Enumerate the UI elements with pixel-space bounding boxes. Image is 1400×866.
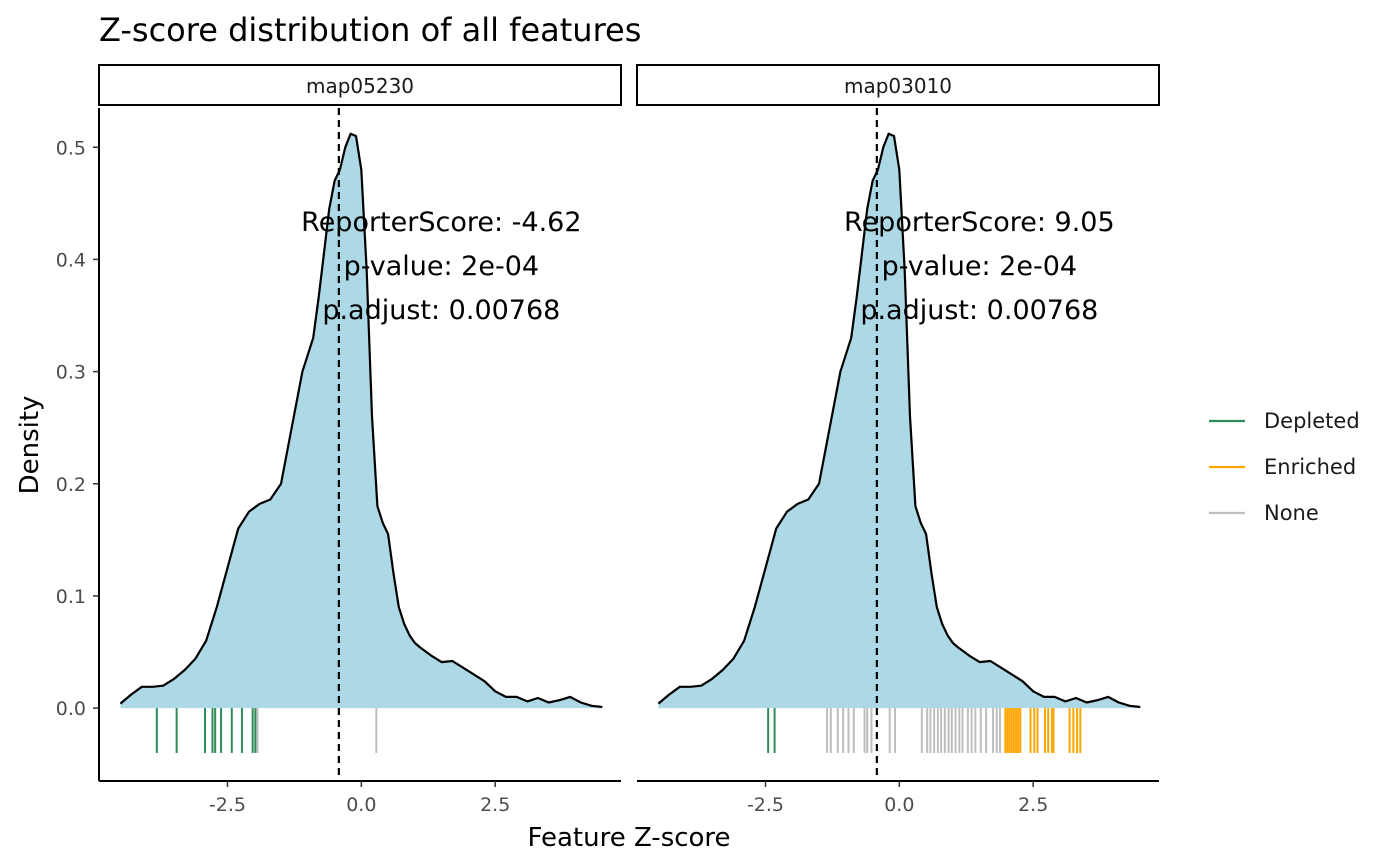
annotation-line: p.adjust: 0.00768 — [860, 295, 1098, 326]
y-axis: 0.0 0.1 0.2 0.3 0.4 0.5 — [56, 108, 100, 781]
y-tick-label: 0.1 — [56, 586, 86, 608]
legend-label-none: None — [1264, 501, 1319, 525]
x-tick-label: 2.5 — [480, 794, 510, 816]
facet-strip-label: map05230 — [306, 74, 414, 98]
x-tick-label: -2.5 — [747, 794, 784, 816]
x-tick-label: -2.5 — [209, 794, 246, 816]
facet-strip-label: map03010 — [844, 74, 952, 98]
density-line — [119, 132, 603, 709]
x-tick-label: 0.0 — [884, 794, 914, 816]
y-tick-label: 0.5 — [56, 137, 86, 159]
y-tick-label: 0.3 — [56, 362, 86, 384]
legend-label-enriched: Enriched — [1264, 455, 1356, 479]
annotation-line: p-value: 2e-04 — [882, 251, 1077, 282]
annotation-line: p-value: 2e-04 — [344, 251, 539, 282]
density-area — [120, 133, 603, 709]
x-tick-label: 2.5 — [1018, 794, 1048, 816]
density-line — [657, 132, 1141, 709]
facet-panel-map05230: map05230 ReporterScore: -4.62 p-value: 2e-… — [98, 64, 622, 816]
y-tick-label: 0.2 — [56, 474, 86, 496]
x-axis-title: Feature Z-score — [527, 823, 730, 853]
annotation-line: p.adjust: 0.00768 — [322, 295, 560, 326]
y-tick-label: 0.4 — [56, 249, 86, 271]
facet-strip — [636, 64, 1160, 106]
annotation-line: ReporterScore: -4.62 — [301, 207, 581, 238]
facet-panel-map03010: map03010 ReporterScore: 9.05 p-value: 2e-0… — [636, 64, 1160, 816]
legend: Depleted Enriched None — [1209, 409, 1360, 525]
y-tick-label: 0.0 — [56, 698, 86, 720]
density-area — [658, 133, 1141, 709]
legend-label-depleted: Depleted — [1264, 409, 1360, 433]
x-tick-label: 0.0 — [346, 794, 376, 816]
chart-title: Z-score distribution of all features — [99, 11, 641, 49]
y-axis-title: Density — [15, 396, 45, 495]
facet-strip — [98, 64, 622, 106]
annotation-line: ReporterScore: 9.05 — [844, 207, 1115, 238]
